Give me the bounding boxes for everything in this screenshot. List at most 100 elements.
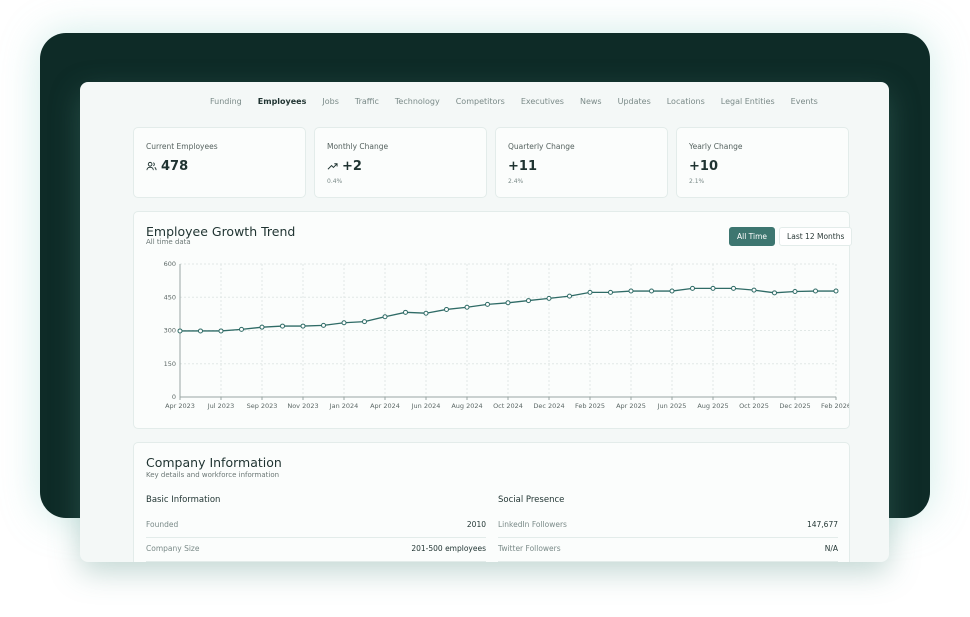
nav-tab[interactable]: News bbox=[579, 97, 602, 106]
stat-label: Monthly Change bbox=[327, 142, 389, 151]
data-point bbox=[772, 290, 777, 296]
y-tick-label: 300 bbox=[164, 327, 176, 335]
data-point bbox=[751, 287, 757, 293]
x-tick-label: Jan 2024 bbox=[329, 402, 359, 410]
x-tick-label: Aug 2025 bbox=[697, 402, 728, 410]
info-value: 201-500 employees bbox=[411, 544, 486, 553]
range-button[interactable]: All Time bbox=[729, 227, 776, 246]
people-icon bbox=[146, 161, 157, 171]
stat-card: Current Employees 478 bbox=[133, 127, 306, 198]
x-tick-label: Apr 2023 bbox=[165, 402, 195, 410]
nav-tab[interactable]: Executives bbox=[520, 97, 564, 106]
info-row: Founded 2010 bbox=[146, 515, 486, 538]
data-point bbox=[710, 285, 716, 291]
data-point bbox=[649, 288, 654, 294]
data-point bbox=[280, 323, 285, 329]
data-point bbox=[731, 285, 736, 291]
section-title: Basic Information bbox=[146, 495, 221, 505]
data-point bbox=[403, 309, 408, 315]
x-tick-label: Oct 2024 bbox=[493, 402, 523, 410]
data-point bbox=[239, 326, 244, 332]
nav-tab[interactable]: Funding bbox=[210, 97, 242, 106]
range-button[interactable]: Last 12 Months bbox=[779, 227, 853, 246]
stat-value: +10 bbox=[689, 159, 718, 174]
stat-label: Yearly Change bbox=[689, 142, 743, 151]
dashboard-panel: Funding Employees Jobs Traffic Technology Com… bbox=[80, 82, 889, 562]
nav-tab[interactable]: Technology bbox=[394, 97, 440, 106]
stat-sub: 0.4% bbox=[327, 178, 343, 185]
stat-label: Current Employees bbox=[146, 142, 218, 151]
stat-sub: 2.1% bbox=[689, 178, 705, 185]
nav-tab[interactable]: Updates bbox=[617, 97, 651, 106]
y-tick-label: 600 bbox=[164, 260, 176, 268]
stat-card: Quarterly Change +11 2.4% bbox=[495, 127, 668, 198]
stat-value: +2 bbox=[342, 159, 362, 174]
data-point bbox=[382, 314, 388, 320]
x-tick-label: Jul 2023 bbox=[207, 402, 234, 410]
stat-card: Monthly Change +2 0.4% bbox=[314, 127, 487, 198]
data-point bbox=[526, 298, 531, 304]
company-title: Company Information bbox=[146, 455, 282, 470]
stat-sub: 2.4% bbox=[508, 178, 524, 185]
data-point bbox=[587, 289, 593, 295]
stat-label: Quarterly Change bbox=[508, 142, 575, 151]
chart-subtitle: All time data bbox=[146, 238, 191, 246]
data-point bbox=[218, 328, 224, 334]
info-key: Twitter Followers bbox=[498, 544, 561, 553]
x-tick-label: Feb 2025 bbox=[575, 402, 605, 410]
stat-value: 478 bbox=[161, 159, 189, 174]
x-tick-label: Aug 2024 bbox=[451, 402, 482, 410]
data-point bbox=[485, 301, 490, 307]
info-row: Company Size 201-500 employees bbox=[146, 539, 486, 562]
info-key: LinkedIn Followers bbox=[498, 520, 567, 529]
trend-icon bbox=[327, 163, 338, 170]
nav-tab[interactable]: Events bbox=[790, 97, 818, 106]
stat-card: Yearly Change +10 2.1% bbox=[676, 127, 849, 198]
info-key: Company Size bbox=[146, 544, 200, 553]
x-tick-label: Dec 2024 bbox=[533, 402, 564, 410]
x-tick-label: Dec 2025 bbox=[779, 402, 810, 410]
nav-tab[interactable]: Locations bbox=[666, 97, 705, 106]
nav-tab[interactable]: Traffic bbox=[354, 97, 379, 106]
x-tick-label: Oct 2025 bbox=[739, 402, 769, 410]
data-point bbox=[444, 306, 449, 312]
section-title: Social Presence bbox=[498, 495, 565, 505]
info-row: LinkedIn Followers 147,677 bbox=[498, 515, 838, 538]
y-tick-label: 150 bbox=[164, 360, 176, 368]
data-point bbox=[259, 324, 265, 330]
info-key: Founded bbox=[146, 520, 179, 529]
x-tick-label: Feb 2026 bbox=[821, 402, 849, 410]
data-point bbox=[567, 293, 572, 299]
data-point bbox=[198, 328, 203, 334]
chart-card: Employee Growth Trend All time data 0 150… bbox=[133, 211, 853, 429]
data-point bbox=[505, 300, 511, 306]
data-point bbox=[362, 319, 367, 325]
x-tick-label: Sep 2023 bbox=[247, 402, 278, 410]
data-point bbox=[423, 310, 429, 316]
company-card: Company Information Key details and work… bbox=[133, 442, 850, 562]
x-tick-label: Jun 2025 bbox=[657, 402, 687, 410]
x-tick-label: Jun 2024 bbox=[411, 402, 441, 410]
data-point bbox=[833, 288, 839, 294]
data-point bbox=[341, 320, 347, 326]
info-value: 2010 bbox=[466, 520, 486, 529]
data-point bbox=[628, 288, 634, 294]
y-tick-label: 0 bbox=[172, 393, 176, 401]
data-point bbox=[177, 328, 183, 334]
data-point bbox=[546, 295, 552, 301]
x-tick-label: Nov 2023 bbox=[287, 402, 318, 410]
nav-tab[interactable]: Legal Entities bbox=[720, 97, 775, 106]
y-tick-label: 450 bbox=[164, 293, 176, 301]
data-point bbox=[608, 289, 613, 295]
nav-tab[interactable]: Competitors bbox=[455, 97, 505, 106]
data-point bbox=[669, 288, 675, 294]
nav-tab[interactable]: Employees bbox=[257, 97, 307, 106]
company-subtitle: Key details and workforce information bbox=[146, 471, 280, 479]
nav-tab[interactable]: Jobs bbox=[322, 97, 339, 106]
info-row: Twitter Followers N/A bbox=[498, 539, 838, 562]
data-point bbox=[792, 288, 798, 294]
line-chart: 0 150 300 450 600 Apr 2023 Jul 2023 Sep 2023 Nov… bbox=[164, 260, 849, 410]
data-point bbox=[690, 285, 695, 291]
x-tick-label: Apr 2025 bbox=[616, 402, 646, 410]
